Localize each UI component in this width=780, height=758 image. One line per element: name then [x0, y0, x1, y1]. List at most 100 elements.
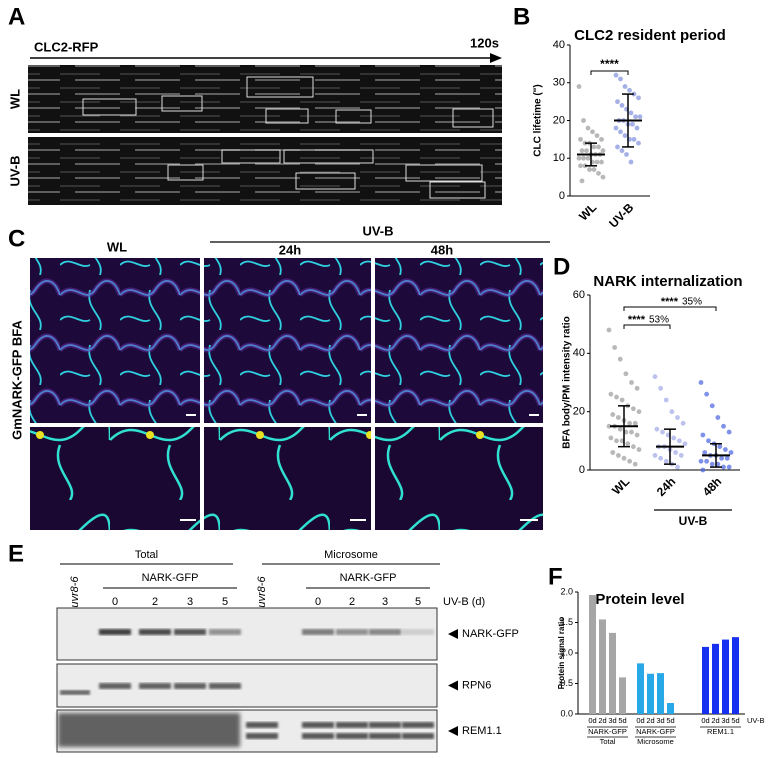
data-point: [700, 432, 706, 438]
data-point: [726, 429, 732, 435]
data-point: [627, 87, 632, 93]
data-point: [700, 467, 706, 473]
data-point: [630, 444, 636, 450]
data-point: [584, 148, 589, 154]
sig-percent: 53%: [649, 315, 669, 326]
sig-bracket: [623, 306, 717, 311]
data-point: [590, 129, 595, 135]
data-point: [658, 455, 664, 461]
data-point: [717, 444, 723, 450]
data-point: [600, 148, 606, 154]
sig-bracket: [623, 324, 671, 329]
panel-label: F: [548, 563, 563, 590]
group-label: NARK-GFP: [588, 727, 627, 736]
data-point: [634, 432, 640, 438]
y-axis-label: Protein signal ratio: [557, 617, 566, 690]
data-point: [632, 420, 638, 426]
group-label: UV-B: [679, 514, 708, 528]
data-point: [576, 155, 582, 161]
data-point: [663, 458, 669, 464]
data-point: [596, 170, 601, 176]
x-tick-label: 5d: [618, 716, 626, 725]
band: [369, 733, 401, 739]
data-point: [613, 125, 619, 131]
fraction-label: Microsome: [324, 549, 378, 561]
y-tick-label: 0.0: [560, 708, 573, 718]
x-tick-label: 24h: [654, 474, 679, 499]
data-point: [722, 447, 728, 452]
blots: [56, 607, 438, 753]
band: [139, 629, 171, 635]
data-point: [594, 133, 600, 139]
band-label: NARK-GFP: [462, 628, 519, 640]
bar: [609, 632, 616, 714]
micrographs: [30, 258, 543, 530]
y-tick-label: 0: [579, 464, 585, 476]
construct-label: NARK-GFP: [142, 572, 199, 584]
y-tick-label: 0: [559, 190, 565, 202]
control-label: uvr8-6: [69, 576, 81, 608]
data-point: [652, 453, 658, 458]
y-tick-label: 30: [553, 77, 565, 89]
bar: [732, 637, 739, 714]
data-point: [618, 76, 623, 82]
data-point: [629, 429, 634, 435]
y-axis-label: CLC lifetime ("): [533, 84, 544, 157]
band: [369, 629, 401, 635]
data-point: [633, 114, 638, 120]
data-point: [660, 429, 665, 435]
data-point: [610, 412, 616, 417]
bar: [702, 646, 709, 714]
data-point: [719, 455, 725, 461]
band: [60, 690, 90, 695]
band: [139, 683, 171, 689]
data-point: [578, 136, 583, 142]
data-point: [587, 167, 592, 172]
y-tick-label: 60: [573, 289, 585, 301]
y-tick-label: 40: [573, 347, 585, 359]
data-point: [591, 167, 597, 172]
data-point: [599, 136, 604, 142]
data-point: [726, 464, 732, 470]
data-point: [632, 461, 638, 467]
data-point: [704, 391, 710, 397]
data-point: [630, 406, 636, 412]
data-point: [636, 409, 642, 415]
sig-label: ****: [661, 296, 679, 308]
data-point: [631, 136, 637, 142]
bar: [667, 703, 674, 714]
data-point: [617, 356, 623, 362]
data-point: [709, 403, 715, 409]
panel-label: E: [8, 540, 24, 567]
x-tick-label: WL: [576, 200, 599, 223]
band: [246, 733, 278, 739]
data-point: [581, 118, 586, 123]
data-point: [612, 345, 618, 350]
data-point: [704, 458, 710, 464]
data-point: [652, 374, 658, 380]
panel-label: D: [553, 253, 570, 280]
lane-label: 0: [112, 596, 118, 608]
band: [99, 683, 131, 689]
group-label: NARK-GFP: [636, 727, 675, 736]
data-point: [600, 174, 606, 180]
data-point: [608, 435, 614, 441]
data-point: [706, 438, 711, 444]
band: [209, 683, 241, 689]
y-tick-label: 20: [573, 406, 585, 418]
data-point: [591, 144, 597, 150]
lane-label: 3: [187, 596, 193, 608]
group-label: UV-B: [362, 223, 393, 238]
x-tick-label: 5d: [666, 716, 674, 725]
data-point: [615, 144, 620, 150]
data-point: [585, 155, 591, 161]
data-point: [614, 394, 619, 400]
y-tick-label: 2.0: [560, 586, 573, 596]
construct-label: NARK-GFP: [340, 572, 397, 584]
data-point: [581, 155, 586, 161]
data-point: [594, 159, 600, 165]
data-point: [654, 426, 660, 432]
y-tick-label: 1.0: [560, 647, 573, 657]
data-point: [636, 95, 641, 101]
bar: [657, 673, 664, 714]
